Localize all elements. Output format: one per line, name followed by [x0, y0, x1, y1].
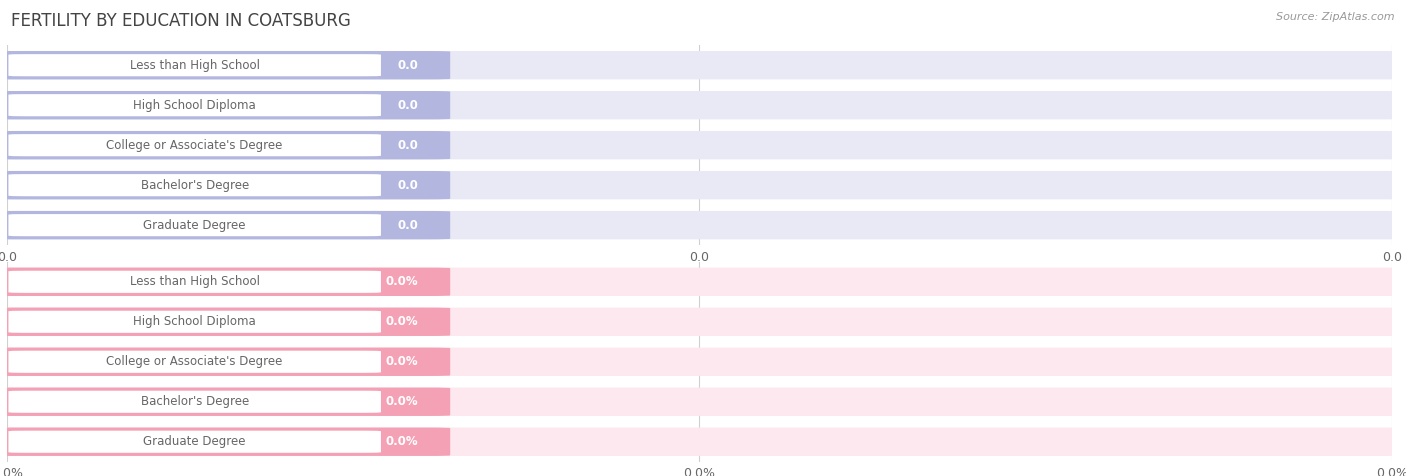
FancyBboxPatch shape [8, 311, 381, 333]
Text: Bachelor's Degree: Bachelor's Degree [141, 178, 249, 192]
FancyBboxPatch shape [0, 427, 450, 456]
FancyBboxPatch shape [8, 94, 381, 116]
Text: 0.0%: 0.0% [385, 315, 419, 328]
Text: Less than High School: Less than High School [129, 59, 260, 72]
Text: College or Associate's Degree: College or Associate's Degree [107, 139, 283, 152]
FancyBboxPatch shape [8, 391, 381, 413]
FancyBboxPatch shape [8, 134, 381, 156]
FancyBboxPatch shape [0, 427, 1406, 456]
Text: Less than High School: Less than High School [129, 275, 260, 288]
FancyBboxPatch shape [0, 91, 450, 119]
FancyBboxPatch shape [0, 131, 450, 159]
FancyBboxPatch shape [8, 214, 381, 236]
FancyBboxPatch shape [0, 307, 450, 336]
Text: High School Diploma: High School Diploma [134, 315, 256, 328]
FancyBboxPatch shape [8, 271, 381, 293]
FancyBboxPatch shape [0, 211, 1406, 239]
FancyBboxPatch shape [0, 171, 1406, 199]
FancyBboxPatch shape [0, 387, 450, 416]
FancyBboxPatch shape [8, 351, 381, 373]
Text: 0.0%: 0.0% [385, 395, 419, 408]
Text: Source: ZipAtlas.com: Source: ZipAtlas.com [1277, 12, 1395, 22]
Text: College or Associate's Degree: College or Associate's Degree [107, 355, 283, 368]
Text: Graduate Degree: Graduate Degree [143, 435, 246, 448]
Text: 0.0: 0.0 [398, 178, 419, 192]
FancyBboxPatch shape [0, 131, 1406, 159]
FancyBboxPatch shape [0, 51, 450, 79]
FancyBboxPatch shape [0, 211, 450, 239]
FancyBboxPatch shape [0, 268, 450, 296]
Text: 0.0%: 0.0% [385, 355, 419, 368]
FancyBboxPatch shape [0, 171, 450, 199]
FancyBboxPatch shape [8, 54, 381, 76]
Text: 0.0: 0.0 [398, 59, 419, 72]
FancyBboxPatch shape [0, 51, 1406, 79]
FancyBboxPatch shape [8, 431, 381, 453]
FancyBboxPatch shape [0, 347, 1406, 376]
FancyBboxPatch shape [0, 91, 1406, 119]
Text: High School Diploma: High School Diploma [134, 99, 256, 112]
Text: 0.0: 0.0 [398, 218, 419, 232]
Text: Graduate Degree: Graduate Degree [143, 218, 246, 232]
Text: 0.0: 0.0 [398, 139, 419, 152]
Text: 0.0%: 0.0% [385, 435, 419, 448]
Text: 0.0: 0.0 [398, 99, 419, 112]
FancyBboxPatch shape [0, 307, 1406, 336]
Text: 0.0%: 0.0% [385, 275, 419, 288]
FancyBboxPatch shape [8, 174, 381, 196]
Text: FERTILITY BY EDUCATION IN COATSBURG: FERTILITY BY EDUCATION IN COATSBURG [11, 12, 352, 30]
Text: Bachelor's Degree: Bachelor's Degree [141, 395, 249, 408]
FancyBboxPatch shape [0, 268, 1406, 296]
FancyBboxPatch shape [0, 347, 450, 376]
FancyBboxPatch shape [0, 387, 1406, 416]
